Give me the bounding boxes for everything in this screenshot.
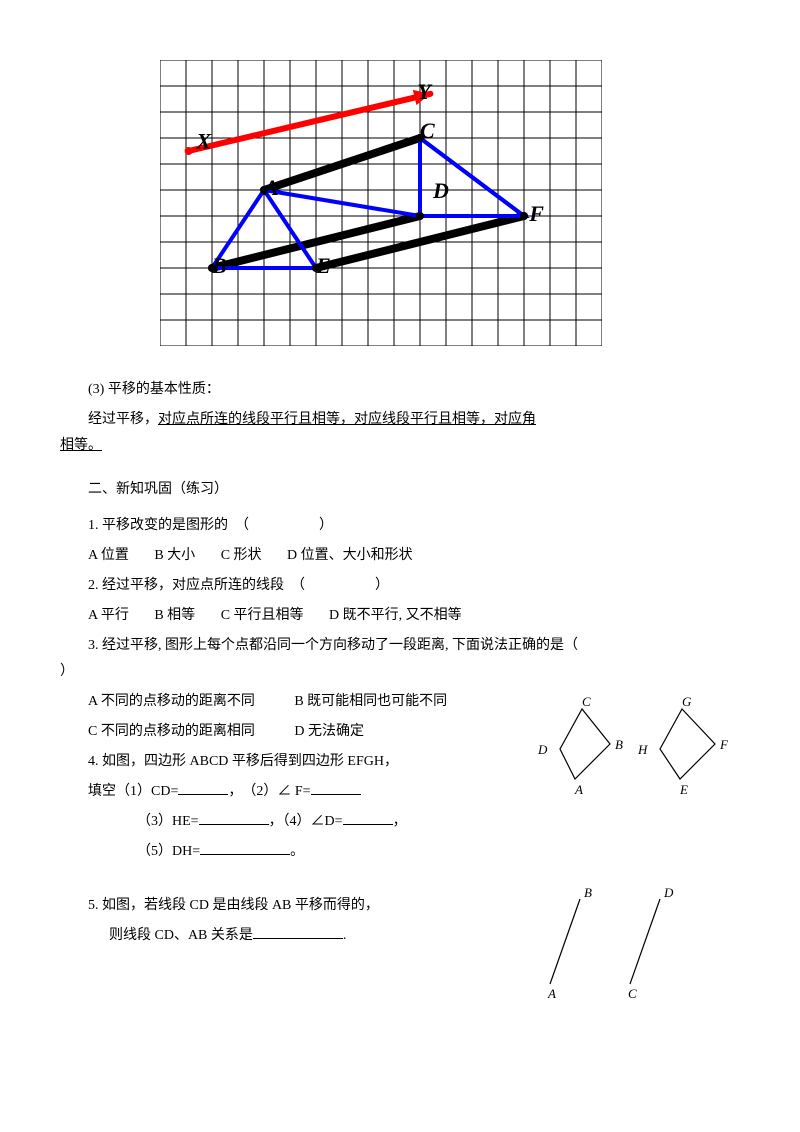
q5-line2a: 则线段 CD、AB 关系是 — [109, 928, 253, 943]
q5-line2b: . — [343, 928, 347, 943]
q5-row: 5. 如图，若线段 CD 是由线段 AB 平移而得的， 则线段 CD、AB 关系… — [60, 884, 740, 999]
svg-text:B: B — [211, 253, 227, 278]
q4-blank-4[interactable] — [343, 810, 393, 825]
svg-text:B: B — [584, 885, 592, 900]
page-root: XYABCDEF (3) 平移的基本性质： 经过平移，对应点所连的线段平行且相等… — [0, 0, 800, 1039]
property-u2: 相等。 — [60, 438, 102, 453]
property-body2: 相等。 — [60, 432, 740, 460]
q4-fill-3: （5）DH= 。 — [137, 838, 520, 866]
q1-opt-a: A 位置 — [88, 548, 129, 563]
q3-stem-a: 3. 经过平移, 图形上每个点都沿同一个方向移动了一段距离, 下面说法正确的是（ — [60, 632, 740, 660]
property-heading: (3) 平移的基本性质： — [60, 376, 740, 404]
q3-stem-b: ） — [60, 658, 740, 686]
property-title: 平移的基本性质： — [108, 382, 220, 397]
grid-svg: XYABCDEF — [160, 60, 602, 346]
property-num: (3) — [88, 382, 104, 397]
svg-text:A: A — [574, 782, 583, 797]
q4-figure-svg: D C B A H G F E — [520, 694, 740, 804]
svg-text:H: H — [637, 742, 648, 757]
q5-figure-wrap: A B C D — [520, 884, 740, 999]
q2-opt-c: C 平行且相等 — [221, 608, 304, 623]
q1-opt-c: C 形状 — [221, 548, 262, 563]
q5-stem: 5. 如图，若线段 CD 是由线段 AB 平移而得的， — [60, 892, 520, 920]
q3-opt-d: D 无法确定 — [294, 724, 364, 739]
q2-opt-a: A 平行 — [88, 608, 129, 623]
grid-translation-figure: XYABCDEF — [160, 60, 600, 346]
q3-options-row2: C 不同的点移动的距离相同 D 无法确定 — [88, 718, 520, 746]
svg-text:G: G — [682, 694, 692, 709]
q3q4-row: A 不同的点移动的距离不同 B 既可能相同也可能不同 C 不同的点移动的距离相同… — [60, 694, 740, 874]
q4-fill-label: 填空 — [88, 784, 116, 799]
svg-text:X: X — [195, 128, 212, 153]
q4-p2a: （3）HE= — [137, 814, 199, 829]
q5-blank[interactable] — [253, 924, 343, 939]
q4-p2b: ，（4）∠D= — [269, 814, 343, 829]
q2-options: A 平行 B 相等 C 平行且相等 D 既不平行, 又不相等 — [88, 602, 740, 630]
q4-figure-wrap: D C B A H G F E — [520, 694, 740, 804]
q4-p1a: （1）CD= — [116, 784, 178, 799]
q1-stem: 1. 平移改变的是图形的 （ ） — [60, 512, 740, 540]
q5-left: 5. 如图，若线段 CD 是由线段 AB 平移而得的， 则线段 CD、AB 关系… — [60, 884, 520, 958]
q3-opt-a: A 不同的点移动的距离不同 — [88, 694, 255, 709]
svg-text:E: E — [315, 253, 331, 278]
property-u1: 对应点所连的线段平行且相等，对应线段平行且相等，对应角 — [158, 412, 536, 427]
q3-options-row1: A 不同的点移动的距离不同 B 既可能相同也可能不同 — [88, 688, 520, 716]
svg-text:C: C — [420, 118, 435, 143]
svg-text:D: D — [537, 742, 548, 757]
svg-text:E: E — [679, 782, 688, 797]
q1-opt-d: D 位置、大小和形状 — [287, 548, 413, 563]
q1-opt-b: B 大小 — [154, 548, 195, 563]
q4-p1b: ， （2）∠ F= — [228, 784, 310, 799]
q5-figure-svg: A B C D — [520, 884, 700, 999]
svg-text:C: C — [582, 694, 591, 709]
q4-blank-3[interactable] — [199, 810, 269, 825]
q4-blank-2[interactable] — [311, 780, 361, 795]
q2-opt-d: D 既不平行, 又不相等 — [329, 608, 462, 623]
q1-options: A 位置 B 大小 C 形状 D 位置、大小和形状 — [88, 542, 740, 570]
property-body: 经过平移，对应点所连的线段平行且相等，对应线段平行且相等，对应角 — [60, 406, 740, 434]
svg-text:F: F — [719, 737, 729, 752]
q4-p3b: 。 — [290, 844, 304, 859]
q4-fill-2: （3）HE= ，（4）∠D= ， — [137, 808, 520, 836]
q3q4-left: A 不同的点移动的距离不同 B 既可能相同也可能不同 C 不同的点移动的距离相同… — [60, 694, 520, 874]
svg-text:A: A — [547, 986, 556, 999]
q4-blank-5[interactable] — [200, 840, 290, 855]
q2-stem: 2. 经过平移，对应点所连的线段 （ ） — [60, 572, 740, 600]
q4-stem: 4. 如图，四边形 ABCD 平移后得到四边形 EFGH， — [60, 748, 520, 776]
q4-p2c: ， — [393, 814, 407, 829]
property-lead: 经过平移， — [88, 412, 158, 427]
svg-text:D: D — [432, 178, 449, 203]
svg-text:C: C — [628, 986, 637, 999]
q3-opt-b: B 既可能相同也可能不同 — [294, 694, 447, 709]
svg-text:B: B — [615, 737, 623, 752]
svg-text:A: A — [262, 175, 279, 200]
q4-p3a: （5）DH= — [137, 844, 200, 859]
q4-fill-1: 填空（1）CD= ， （2）∠ F= — [60, 778, 520, 806]
svg-text:D: D — [663, 885, 674, 900]
section2-heading: 二、新知巩固（练习） — [60, 476, 740, 504]
q2-opt-b: B 相等 — [154, 608, 195, 623]
q4-blank-1[interactable] — [178, 780, 228, 795]
q5-line2: 则线段 CD、AB 关系是. — [109, 922, 520, 950]
q3-opt-c: C 不同的点移动的距离相同 — [88, 724, 255, 739]
svg-text:F: F — [528, 201, 544, 226]
